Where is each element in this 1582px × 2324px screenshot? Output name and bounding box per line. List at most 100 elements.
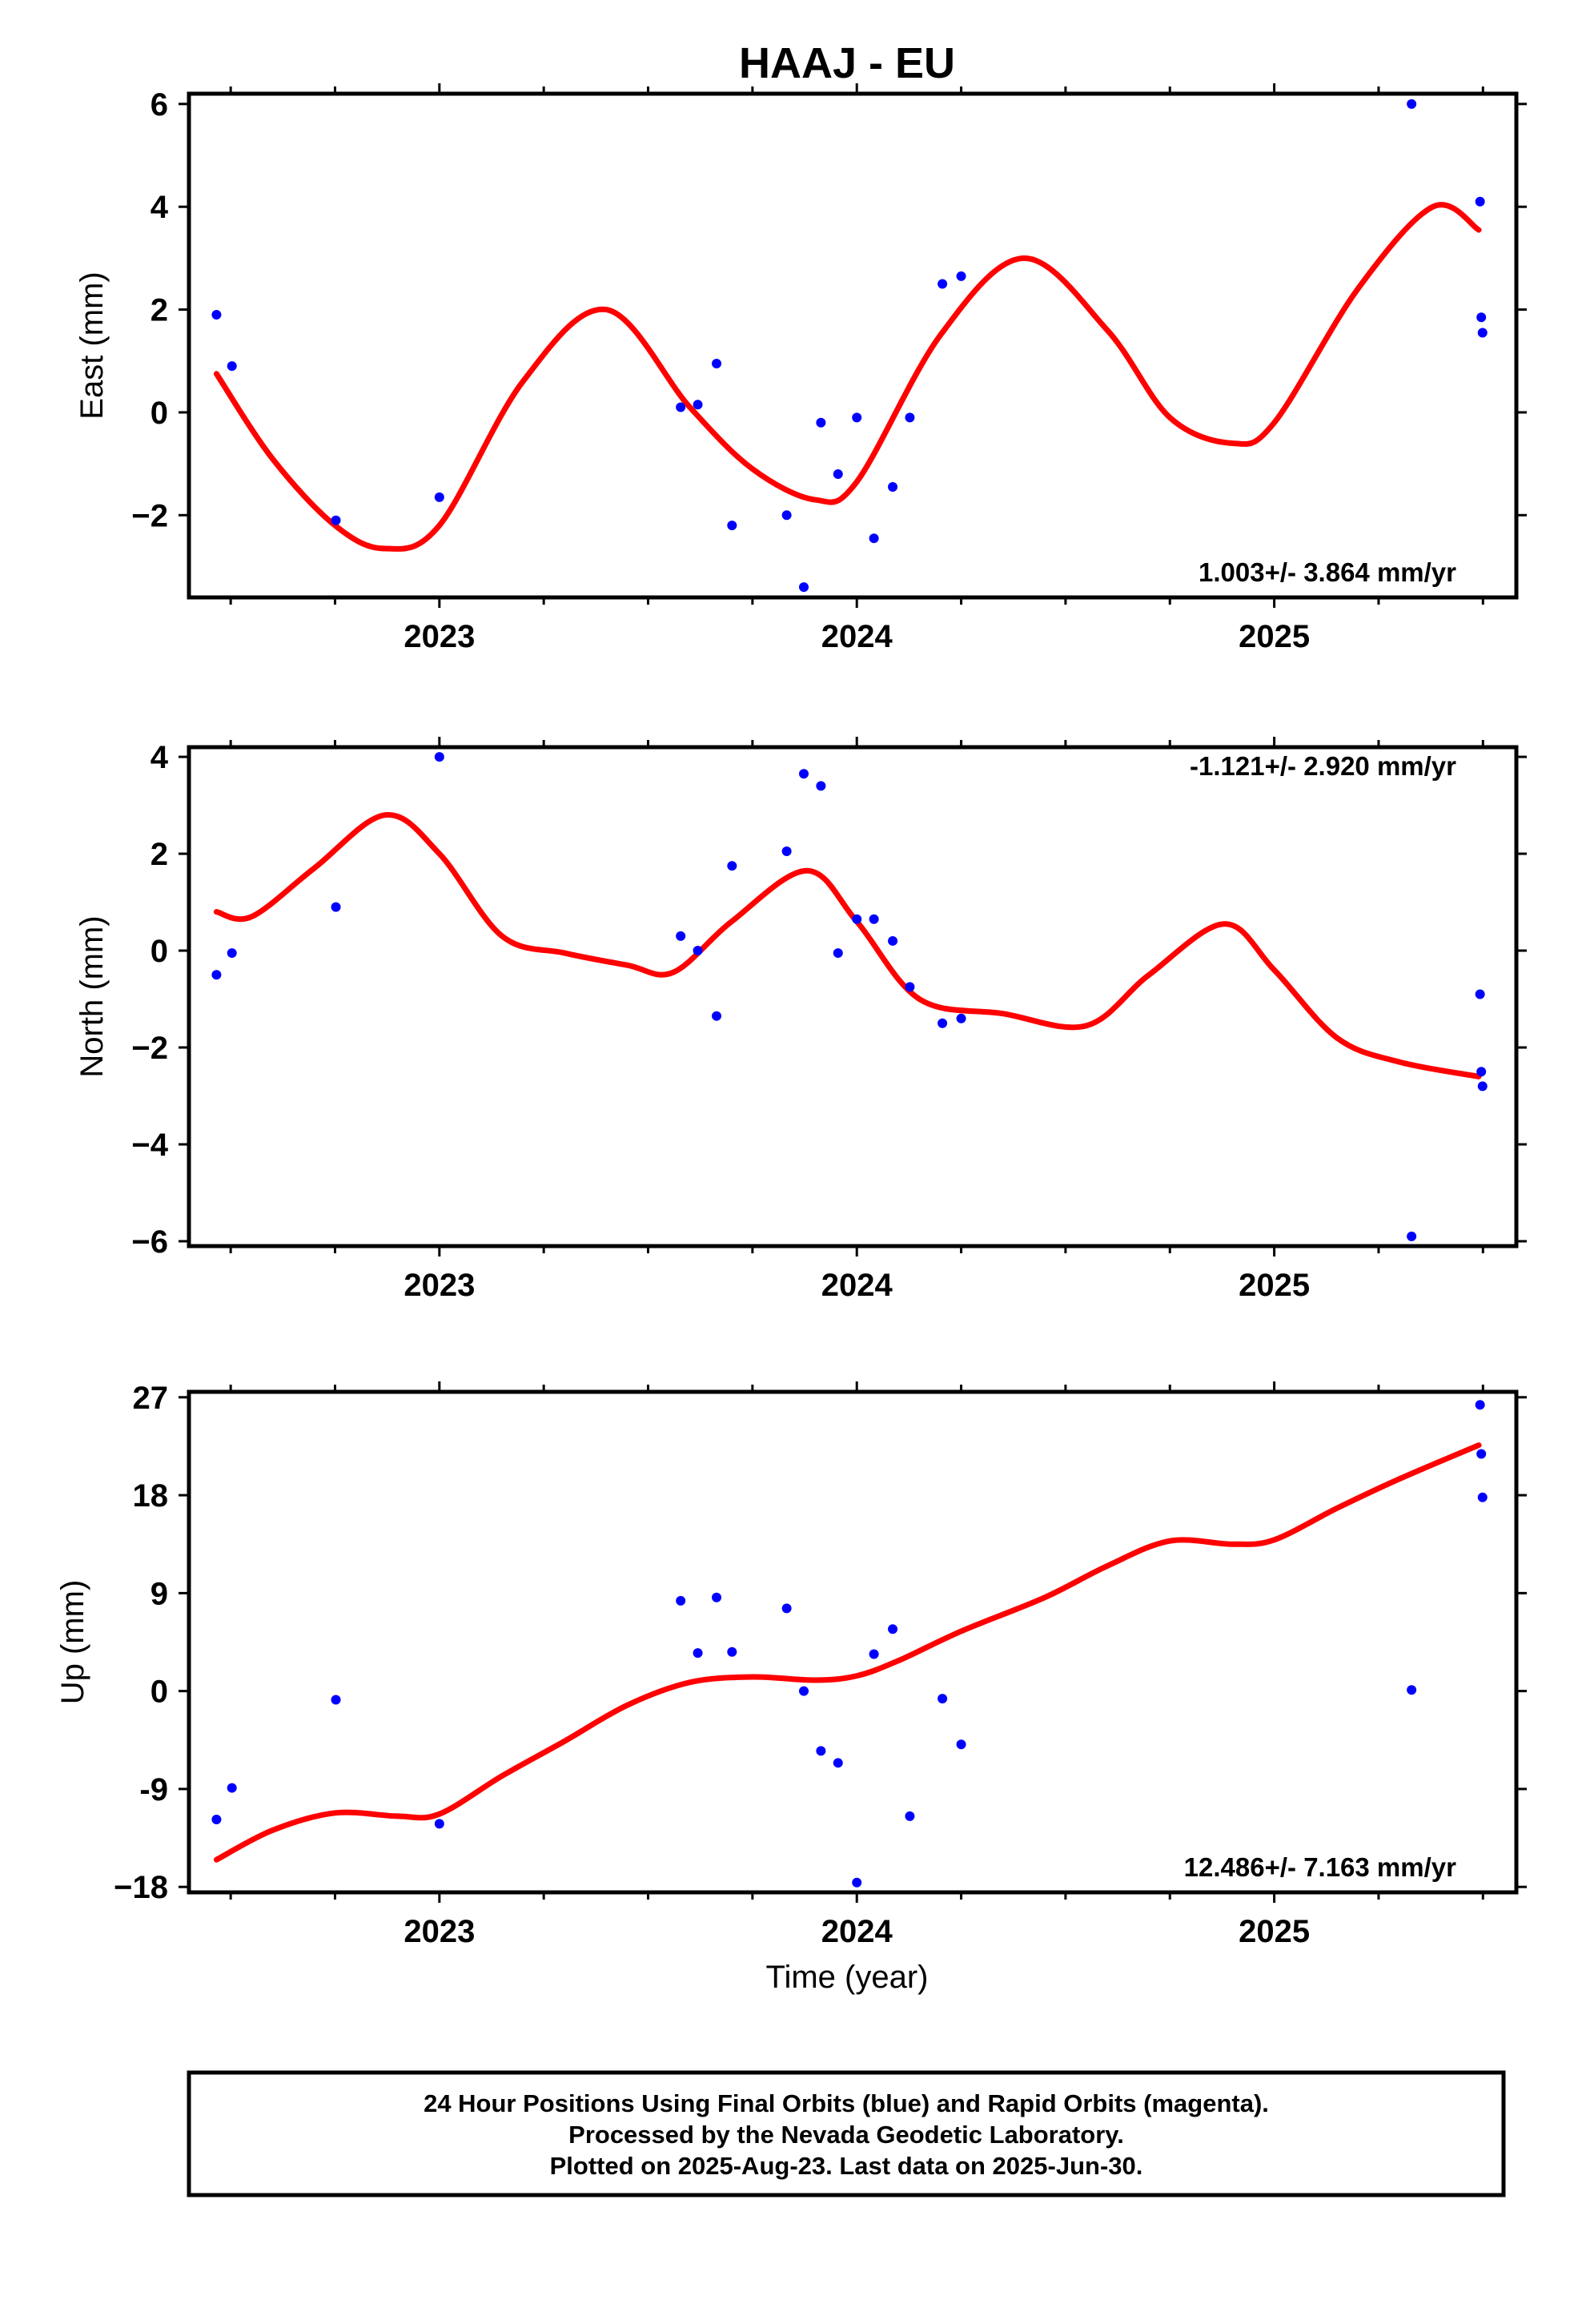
- north-data-point: [833, 948, 843, 959]
- north-rate-label: -1.121+/- 2.920 mm/yr: [1190, 751, 1456, 781]
- east-y-tick-label: 2: [151, 293, 168, 328]
- up-data-point: [816, 1746, 826, 1756]
- up-y-tick-label: 27: [133, 1381, 169, 1416]
- up-y-axis-label: Up (mm): [55, 1580, 90, 1705]
- up-data-point: [211, 1814, 222, 1824]
- north-x-tick-label: 2024: [821, 1268, 893, 1303]
- east-plot-frame: [187, 91, 1519, 600]
- north-data-point: [869, 914, 879, 924]
- east-data-point: [693, 400, 703, 410]
- up-y-tick-label: 9: [151, 1576, 168, 1611]
- north-data-point: [211, 970, 222, 980]
- up-data-point: [1407, 1685, 1417, 1695]
- up-data-point: [798, 1686, 809, 1696]
- north-data-point: [227, 948, 237, 959]
- up-data-point: [1475, 1400, 1485, 1410]
- east-data-point: [816, 417, 826, 428]
- figure-title: HAAJ - EU: [739, 39, 955, 87]
- north-y-tick-label: −4: [131, 1128, 168, 1163]
- north-data-point: [434, 752, 444, 762]
- east-data-point: [1476, 312, 1487, 323]
- up-data-point: [727, 1647, 737, 1657]
- east-data-point: [227, 361, 237, 372]
- up-data-point: [331, 1695, 341, 1705]
- up-data-point: [712, 1592, 722, 1602]
- east-data-point: [852, 412, 862, 423]
- footer-box: [187, 2070, 1506, 2197]
- east-data-point: [938, 279, 948, 289]
- north-y-tick-label: 2: [151, 837, 168, 872]
- up-data-point: [434, 1819, 444, 1829]
- east-x-tick-label: 2024: [821, 619, 893, 654]
- up-data-point: [1477, 1492, 1488, 1502]
- east-x-tick-label: 2025: [1239, 619, 1310, 654]
- up-data-point: [227, 1783, 237, 1793]
- north-data-point: [816, 781, 826, 791]
- east-data-point: [833, 468, 843, 479]
- panel-north: 2023 2024 2025 4 2 0 −2 −4 −6 North (mm) -1.121+/-…: [74, 737, 1527, 1303]
- up-data-point: [676, 1595, 686, 1606]
- up-y-tick-label: −18: [114, 1870, 168, 1905]
- panels: 2023 2024 2025 6 4 2 0 −2 East (mm) 1.003+/- 3.86…: [55, 83, 1527, 1949]
- east-data-point: [331, 515, 341, 525]
- east-data-point: [1407, 99, 1417, 109]
- up-y-tick-label: -9: [139, 1772, 168, 1807]
- up-x-tick-label: 2024: [821, 1914, 893, 1949]
- north-y-tick-label: −2: [131, 1031, 168, 1066]
- footer-line-2: Processed by the Nevada Geodetic Laborat…: [568, 2121, 1124, 2149]
- north-plot-frame: [187, 745, 1519, 1248]
- north-y-axis-label: North (mm): [74, 915, 110, 1077]
- north-fit-line: [213, 812, 1482, 1080]
- east-fit-line: [213, 202, 1482, 552]
- north-data-point: [331, 902, 341, 912]
- north-y-tick-label: −6: [131, 1224, 168, 1260]
- up-data-point: [833, 1758, 843, 1768]
- north-data-point: [956, 1013, 966, 1023]
- north-data-point: [676, 931, 686, 941]
- east-data-point: [781, 510, 792, 521]
- footer-line-3: Plotted on 2025-Aug-23. Last data on 202…: [550, 2152, 1143, 2180]
- north-y-tick-label: 0: [151, 934, 168, 969]
- up-x-tick-label: 2023: [404, 1914, 475, 1949]
- east-y-tick-label: 0: [151, 396, 168, 431]
- north-data-point: [798, 769, 809, 779]
- north-y-tick-label: 4: [151, 740, 169, 775]
- east-data-point: [1477, 328, 1488, 338]
- north-data-point: [693, 946, 703, 956]
- north-data-point: [712, 1011, 722, 1021]
- east-x-tick-label: 2023: [404, 619, 475, 654]
- east-data-point: [905, 412, 915, 423]
- north-data-point: [1476, 1067, 1487, 1077]
- north-data-point: [905, 982, 915, 992]
- east-data-point: [211, 309, 222, 320]
- east-data-point: [956, 271, 966, 281]
- north-data-point: [888, 935, 898, 946]
- north-data-point: [781, 846, 792, 857]
- east-data-point: [888, 482, 898, 493]
- up-data-point: [1476, 1449, 1487, 1459]
- panel-up: 2023 2024 2025 27 18 9 0 -9 −18 Up (mm) 12.486+/- …: [55, 1381, 1527, 1949]
- east-rate-label: 1.003+/- 3.864 mm/yr: [1199, 557, 1456, 587]
- east-y-tick-label: −2: [131, 498, 168, 533]
- up-y-tick-label: 18: [133, 1478, 169, 1514]
- north-x-tick-label: 2023: [404, 1268, 475, 1303]
- north-data-point: [1407, 1231, 1417, 1241]
- panel-east: 2023 2024 2025 6 4 2 0 −2 East (mm) 1.003+/- 3.86…: [74, 83, 1527, 654]
- up-data-point: [869, 1649, 879, 1659]
- up-data-point: [781, 1603, 792, 1614]
- up-data-point: [888, 1624, 898, 1634]
- north-data-point: [1475, 989, 1485, 999]
- up-rate-label: 12.486+/- 7.163 mm/yr: [1184, 1852, 1456, 1882]
- east-y-axis-label: East (mm): [74, 271, 110, 419]
- east-data-point: [727, 521, 737, 531]
- up-data-point: [693, 1648, 703, 1659]
- up-data-point: [938, 1694, 948, 1704]
- north-data-point: [1477, 1081, 1488, 1092]
- footer-line-1: 24 Hour Positions Using Final Orbits (bl…: [424, 2089, 1269, 2117]
- north-x-tick-label: 2025: [1239, 1268, 1310, 1303]
- up-plot-frame: [187, 1389, 1519, 1895]
- east-data-point: [1475, 196, 1485, 207]
- east-data-point: [434, 492, 444, 502]
- east-data-point: [676, 402, 686, 412]
